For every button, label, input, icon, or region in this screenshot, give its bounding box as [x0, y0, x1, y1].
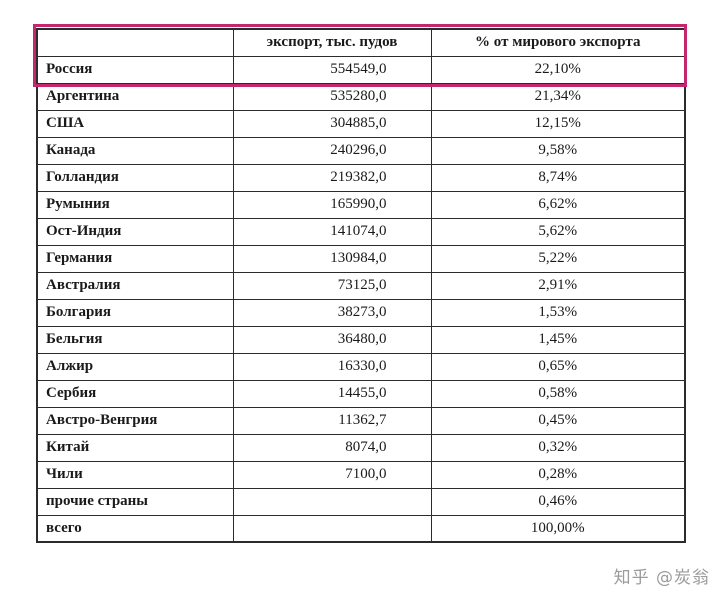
share-cell: 9,58%: [430, 136, 686, 165]
export-cell: 240296,0: [232, 136, 432, 165]
table-header-row: экспорт, тыс. пудов % от мирового экспор…: [36, 28, 686, 57]
table-row: Голландия 219382,0 8,74%: [36, 163, 686, 192]
share-cell: 0,65%: [430, 352, 686, 381]
table-row: Германия 130984,0 5,22%: [36, 244, 686, 273]
country-cell: Румыния: [36, 190, 234, 219]
export-cell: 38273,0: [232, 298, 432, 327]
country-cell: США: [36, 109, 234, 138]
table-row: Алжир 16330,0 0,65%: [36, 352, 686, 381]
export-cell: 219382,0: [232, 163, 432, 192]
country-cell: Бельгия: [36, 325, 234, 354]
share-cell: 0,28%: [430, 460, 686, 489]
share-cell: 1,45%: [430, 325, 686, 354]
country-cell: Канада: [36, 136, 234, 165]
header-export: экспорт, тыс. пудов: [232, 28, 432, 57]
country-cell: Сербия: [36, 379, 234, 408]
export-cell: 14455,0: [232, 379, 432, 408]
export-cell: 130984,0: [232, 244, 432, 273]
export-cell: 11362,7: [232, 406, 432, 435]
table-row: всего 100,00%: [36, 514, 686, 543]
share-cell: 21,34%: [430, 82, 686, 111]
share-cell: 6,62%: [430, 190, 686, 219]
country-cell: Болгария: [36, 298, 234, 327]
table-row: Чили 7100,0 0,28%: [36, 460, 686, 489]
table-row: Болгария 38273,0 1,53%: [36, 298, 686, 327]
share-cell: 2,91%: [430, 271, 686, 300]
export-cell: [232, 514, 432, 543]
table-row: Австралия 73125,0 2,91%: [36, 271, 686, 300]
export-cell: 7100,0: [232, 460, 432, 489]
header-country: [36, 28, 234, 57]
country-cell: Аргентина: [36, 82, 234, 111]
share-cell: 8,74%: [430, 163, 686, 192]
share-cell: 0,45%: [430, 406, 686, 435]
country-cell: Ост-Индия: [36, 217, 234, 246]
country-cell: Голландия: [36, 163, 234, 192]
table-row: Румыния 165990,0 6,62%: [36, 190, 686, 219]
share-cell: 100,00%: [430, 514, 686, 543]
country-cell: Китай: [36, 433, 234, 462]
table-row: Австро-Венгрия 11362,7 0,45%: [36, 406, 686, 435]
export-cell: 73125,0: [232, 271, 432, 300]
watermark: 知乎 @炭翁: [613, 568, 710, 588]
share-cell: 5,62%: [430, 217, 686, 246]
country-cell: всего: [36, 514, 234, 543]
table-row: прочие страны 0,46%: [36, 487, 686, 516]
table-row: Аргентина 535280,0 21,34%: [36, 82, 686, 111]
table-row: Бельгия 36480,0 1,45%: [36, 325, 686, 354]
export-cell: 554549,0: [232, 55, 432, 84]
export-cell: [232, 487, 432, 516]
country-cell: Россия: [36, 55, 234, 84]
table-row: Сербия 14455,0 0,58%: [36, 379, 686, 408]
header-share: % от мирового экспорта: [430, 28, 686, 57]
country-cell: прочие страны: [36, 487, 234, 516]
country-cell: Австралия: [36, 271, 234, 300]
share-cell: 0,46%: [430, 487, 686, 516]
share-cell: 12,15%: [430, 109, 686, 138]
export-cell: 141074,0: [232, 217, 432, 246]
share-cell: 1,53%: [430, 298, 686, 327]
share-cell: 0,32%: [430, 433, 686, 462]
share-cell: 22,10%: [430, 55, 686, 84]
table-row: Канада 240296,0 9,58%: [36, 136, 686, 165]
table-row: США 304885,0 12,15%: [36, 109, 686, 138]
country-cell: Чили: [36, 460, 234, 489]
table-row: Китай 8074,0 0,32%: [36, 433, 686, 462]
table-row: Россия 554549,0 22,10%: [36, 55, 686, 84]
export-cell: 36480,0: [232, 325, 432, 354]
country-cell: Австро-Венгрия: [36, 406, 234, 435]
export-cell: 165990,0: [232, 190, 432, 219]
share-cell: 0,58%: [430, 379, 686, 408]
export-cell: 304885,0: [232, 109, 432, 138]
table-row: Ост-Индия 141074,0 5,62%: [36, 217, 686, 246]
export-table: экспорт, тыс. пудов % от мирового экспор…: [36, 28, 686, 543]
share-cell: 5,22%: [430, 244, 686, 273]
export-cell: 16330,0: [232, 352, 432, 381]
country-cell: Алжир: [36, 352, 234, 381]
country-cell: Германия: [36, 244, 234, 273]
export-cell: 8074,0: [232, 433, 432, 462]
export-cell: 535280,0: [232, 82, 432, 111]
